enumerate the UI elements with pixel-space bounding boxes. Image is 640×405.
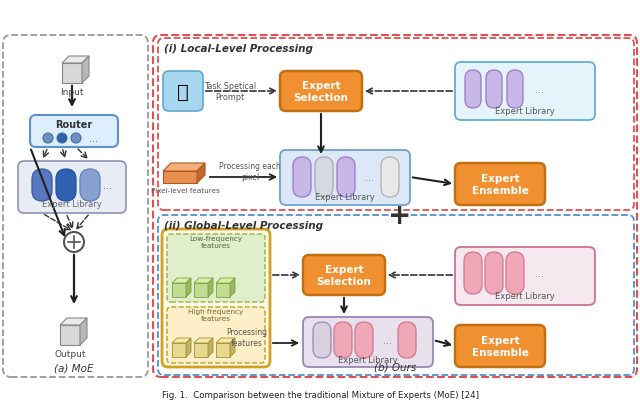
FancyBboxPatch shape <box>32 170 52 202</box>
Polygon shape <box>60 318 87 325</box>
FancyBboxPatch shape <box>355 322 373 358</box>
Polygon shape <box>208 278 213 297</box>
Polygon shape <box>208 338 213 357</box>
FancyBboxPatch shape <box>18 162 126 213</box>
FancyBboxPatch shape <box>280 72 362 112</box>
FancyBboxPatch shape <box>315 158 333 198</box>
Text: Expert
Selection: Expert Selection <box>317 264 371 286</box>
Text: (b) Ours: (b) Ours <box>374 362 416 372</box>
FancyBboxPatch shape <box>163 72 203 112</box>
Bar <box>60 325 80 345</box>
Circle shape <box>57 134 67 144</box>
Text: High frequency
features: High frequency features <box>188 308 244 321</box>
Bar <box>194 284 208 297</box>
Text: Processing each
pixel: Processing each pixel <box>219 162 281 181</box>
Text: Pixel-level features: Pixel-level features <box>150 188 220 194</box>
FancyBboxPatch shape <box>465 71 481 109</box>
Text: Expert
Ensemble: Expert Ensemble <box>472 335 529 357</box>
Polygon shape <box>194 338 213 343</box>
Polygon shape <box>172 278 191 284</box>
Circle shape <box>64 232 84 252</box>
Bar <box>216 284 230 297</box>
Text: ...: ... <box>536 85 545 95</box>
Circle shape <box>71 134 81 144</box>
Text: +: + <box>388 202 412 230</box>
FancyBboxPatch shape <box>30 116 118 148</box>
FancyBboxPatch shape <box>337 158 355 198</box>
Polygon shape <box>82 57 89 84</box>
Text: ...: ... <box>536 269 545 278</box>
Text: Processing
features: Processing features <box>227 328 268 347</box>
FancyBboxPatch shape <box>464 252 482 294</box>
Text: Expert Library: Expert Library <box>495 291 555 300</box>
Text: ...: ... <box>365 173 374 183</box>
Text: Expert Library: Expert Library <box>42 200 102 209</box>
Polygon shape <box>194 278 213 284</box>
FancyBboxPatch shape <box>162 230 270 367</box>
FancyBboxPatch shape <box>455 247 595 305</box>
FancyBboxPatch shape <box>455 63 595 121</box>
Text: Router: Router <box>56 120 93 130</box>
Text: Task Spetical
Prompt: Task Spetical Prompt <box>204 82 256 101</box>
FancyBboxPatch shape <box>280 151 410 205</box>
FancyBboxPatch shape <box>485 252 503 294</box>
Polygon shape <box>80 318 87 345</box>
FancyBboxPatch shape <box>167 234 265 302</box>
FancyBboxPatch shape <box>455 164 545 205</box>
Text: ...: ... <box>104 181 113 190</box>
Text: ...: ... <box>383 335 392 345</box>
Bar <box>216 343 230 357</box>
Polygon shape <box>186 338 191 357</box>
Polygon shape <box>216 338 235 343</box>
Polygon shape <box>197 164 205 183</box>
Text: Expert
Selection: Expert Selection <box>294 81 348 102</box>
FancyBboxPatch shape <box>334 322 352 358</box>
Polygon shape <box>163 164 205 172</box>
Polygon shape <box>230 278 235 297</box>
Text: Expert Library: Expert Library <box>338 355 398 364</box>
Text: Expert Library: Expert Library <box>495 107 555 116</box>
Text: (i) Local-Level Processing: (i) Local-Level Processing <box>164 44 313 54</box>
Text: Fig. 1.  Comparison between the traditional Mixture of Experts (MoE) [24]: Fig. 1. Comparison between the tradition… <box>161 390 479 399</box>
FancyBboxPatch shape <box>293 158 311 198</box>
Bar <box>172 284 186 297</box>
Text: 🔥: 🔥 <box>177 82 189 101</box>
Text: (a) MoE: (a) MoE <box>54 363 93 373</box>
Bar <box>62 64 82 84</box>
Text: Input: Input <box>60 88 84 97</box>
Bar <box>194 343 208 357</box>
Polygon shape <box>216 278 235 284</box>
FancyBboxPatch shape <box>313 322 331 358</box>
Text: Expert
Ensemble: Expert Ensemble <box>472 174 529 195</box>
FancyBboxPatch shape <box>80 170 100 202</box>
FancyBboxPatch shape <box>56 170 76 202</box>
Polygon shape <box>62 57 89 64</box>
FancyBboxPatch shape <box>303 256 385 295</box>
Text: Low-frequency
features: Low-frequency features <box>189 235 243 248</box>
FancyBboxPatch shape <box>506 252 524 294</box>
FancyBboxPatch shape <box>507 71 523 109</box>
Text: Output: Output <box>54 349 86 358</box>
Bar <box>172 343 186 357</box>
Text: Expert Library: Expert Library <box>315 192 375 202</box>
Bar <box>163 172 197 183</box>
Text: ...: ... <box>88 134 97 144</box>
FancyBboxPatch shape <box>398 322 416 358</box>
FancyBboxPatch shape <box>381 158 399 198</box>
FancyBboxPatch shape <box>167 307 265 363</box>
FancyBboxPatch shape <box>455 325 545 367</box>
Text: (ii) Global-Level Processing: (ii) Global-Level Processing <box>164 220 323 230</box>
Polygon shape <box>186 278 191 297</box>
Polygon shape <box>172 338 191 343</box>
Circle shape <box>43 134 53 144</box>
Polygon shape <box>230 338 235 357</box>
FancyBboxPatch shape <box>303 317 433 367</box>
FancyBboxPatch shape <box>486 71 502 109</box>
